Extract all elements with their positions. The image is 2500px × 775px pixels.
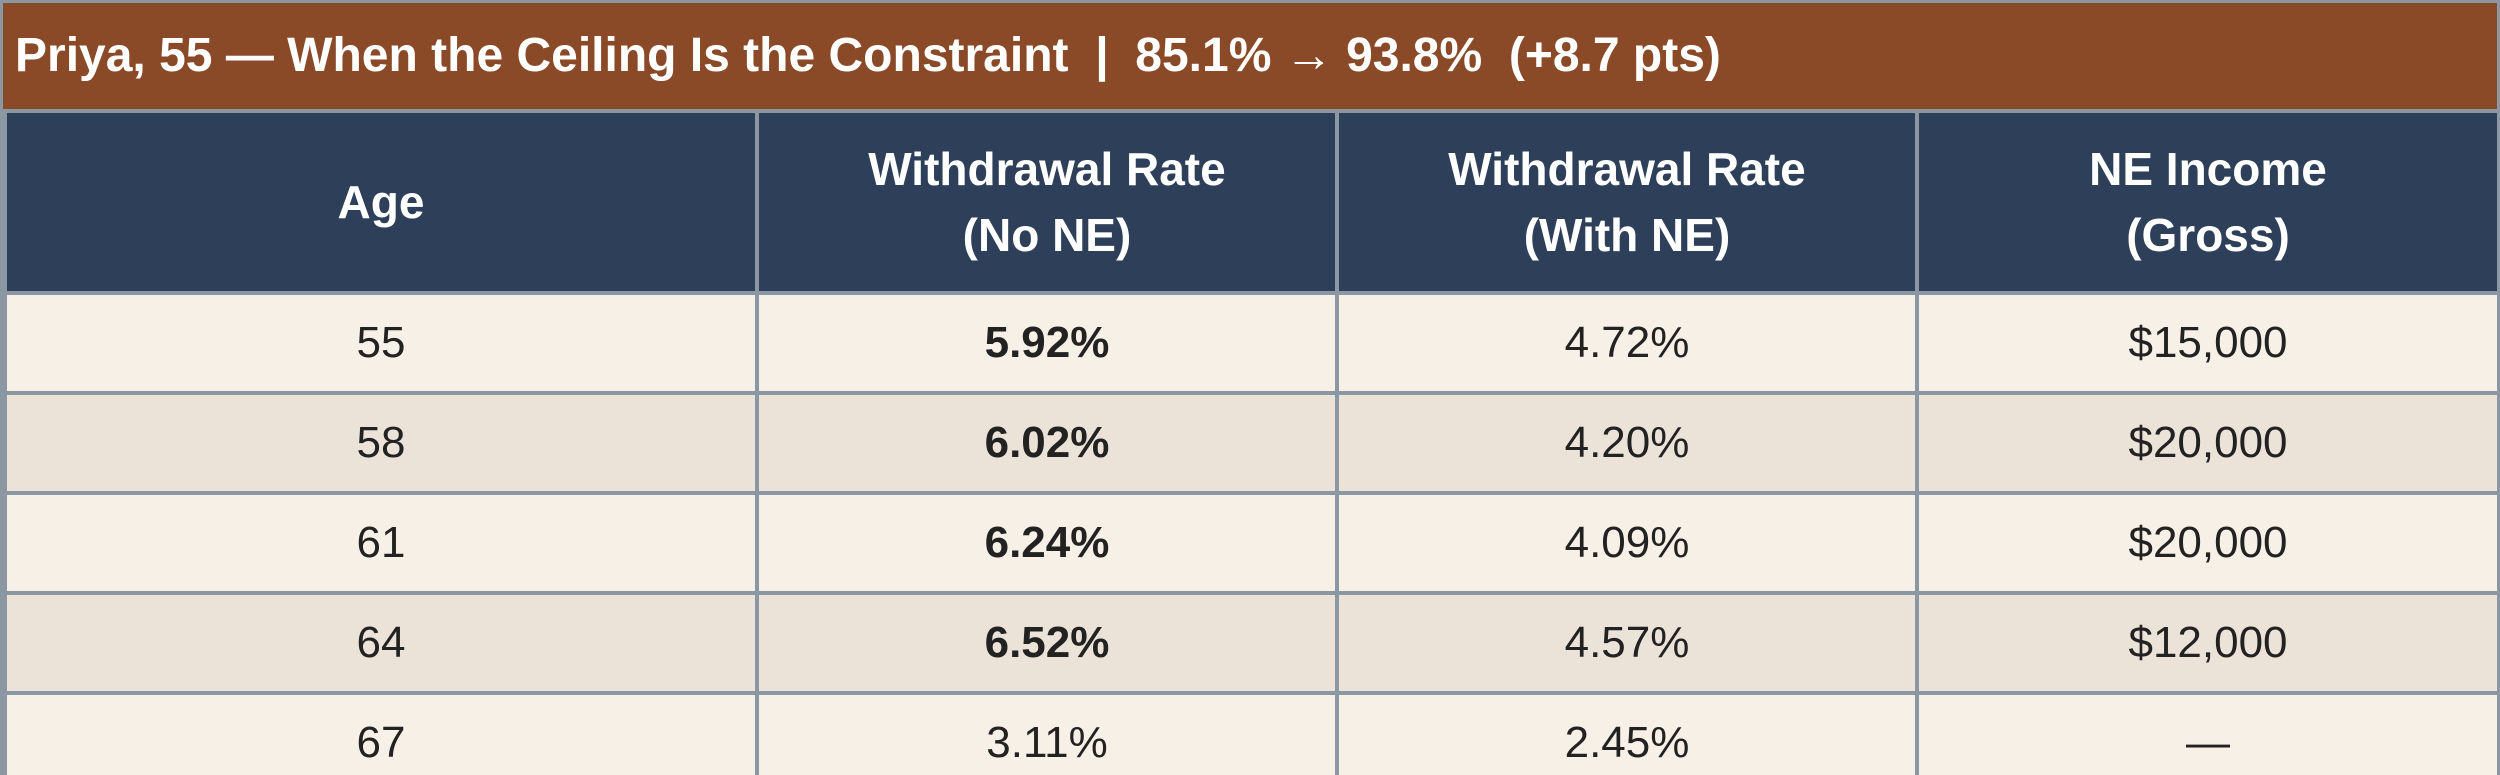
table-row: 61 6.24% 4.09% $20,000 xyxy=(3,491,2500,595)
table-row: 58 6.02% 4.20% $20,000 xyxy=(3,391,2500,495)
cell-age: 61 xyxy=(3,491,759,595)
cell-rate-no-ne: 6.52% xyxy=(755,591,1339,695)
cell-ne-income: — xyxy=(1915,691,2500,775)
cell-ne-income: $15,000 xyxy=(1915,291,2500,395)
column-header-no-ne: Withdrawal Rate (No NE) xyxy=(755,109,1339,295)
cell-rate-with-ne: 4.20% xyxy=(1335,391,1919,495)
cell-age: 58 xyxy=(3,391,759,495)
cell-rate-no-ne: 5.92% xyxy=(755,291,1339,395)
cell-age: 64 xyxy=(3,591,759,695)
table-title: Priya, 55 — When the Ceiling Is the Cons… xyxy=(3,3,2497,109)
cell-rate-with-ne: 4.72% xyxy=(1335,291,1919,395)
cell-ne-income: $20,000 xyxy=(1915,491,2500,595)
cell-age: 67 xyxy=(3,691,759,775)
table-header-row: Age Withdrawal Rate (No NE) Withdrawal R… xyxy=(3,109,2500,295)
cell-rate-with-ne: 4.09% xyxy=(1335,491,1919,595)
cell-rate-with-ne: 2.45% xyxy=(1335,691,1919,775)
cell-rate-with-ne: 4.57% xyxy=(1335,591,1919,695)
withdrawal-rate-table: Age Withdrawal Rate (No NE) Withdrawal R… xyxy=(3,109,2500,775)
cell-rate-no-ne: 6.02% xyxy=(755,391,1339,495)
cell-age: 55 xyxy=(3,291,759,395)
table-row: 67 3.11% 2.45% — xyxy=(3,691,2500,775)
cell-rate-no-ne: 3.11% xyxy=(755,691,1339,775)
column-header-age: Age xyxy=(3,109,759,295)
column-header-ne-income: NE Income (Gross) xyxy=(1915,109,2500,295)
cell-rate-no-ne: 6.24% xyxy=(755,491,1339,595)
table-row: 55 5.92% 4.72% $15,000 xyxy=(3,291,2500,395)
cell-ne-income: $12,000 xyxy=(1915,591,2500,695)
table-row: 64 6.52% 4.57% $12,000 xyxy=(3,591,2500,695)
cell-ne-income: $20,000 xyxy=(1915,391,2500,495)
column-header-with-ne: Withdrawal Rate (With NE) xyxy=(1335,109,1919,295)
